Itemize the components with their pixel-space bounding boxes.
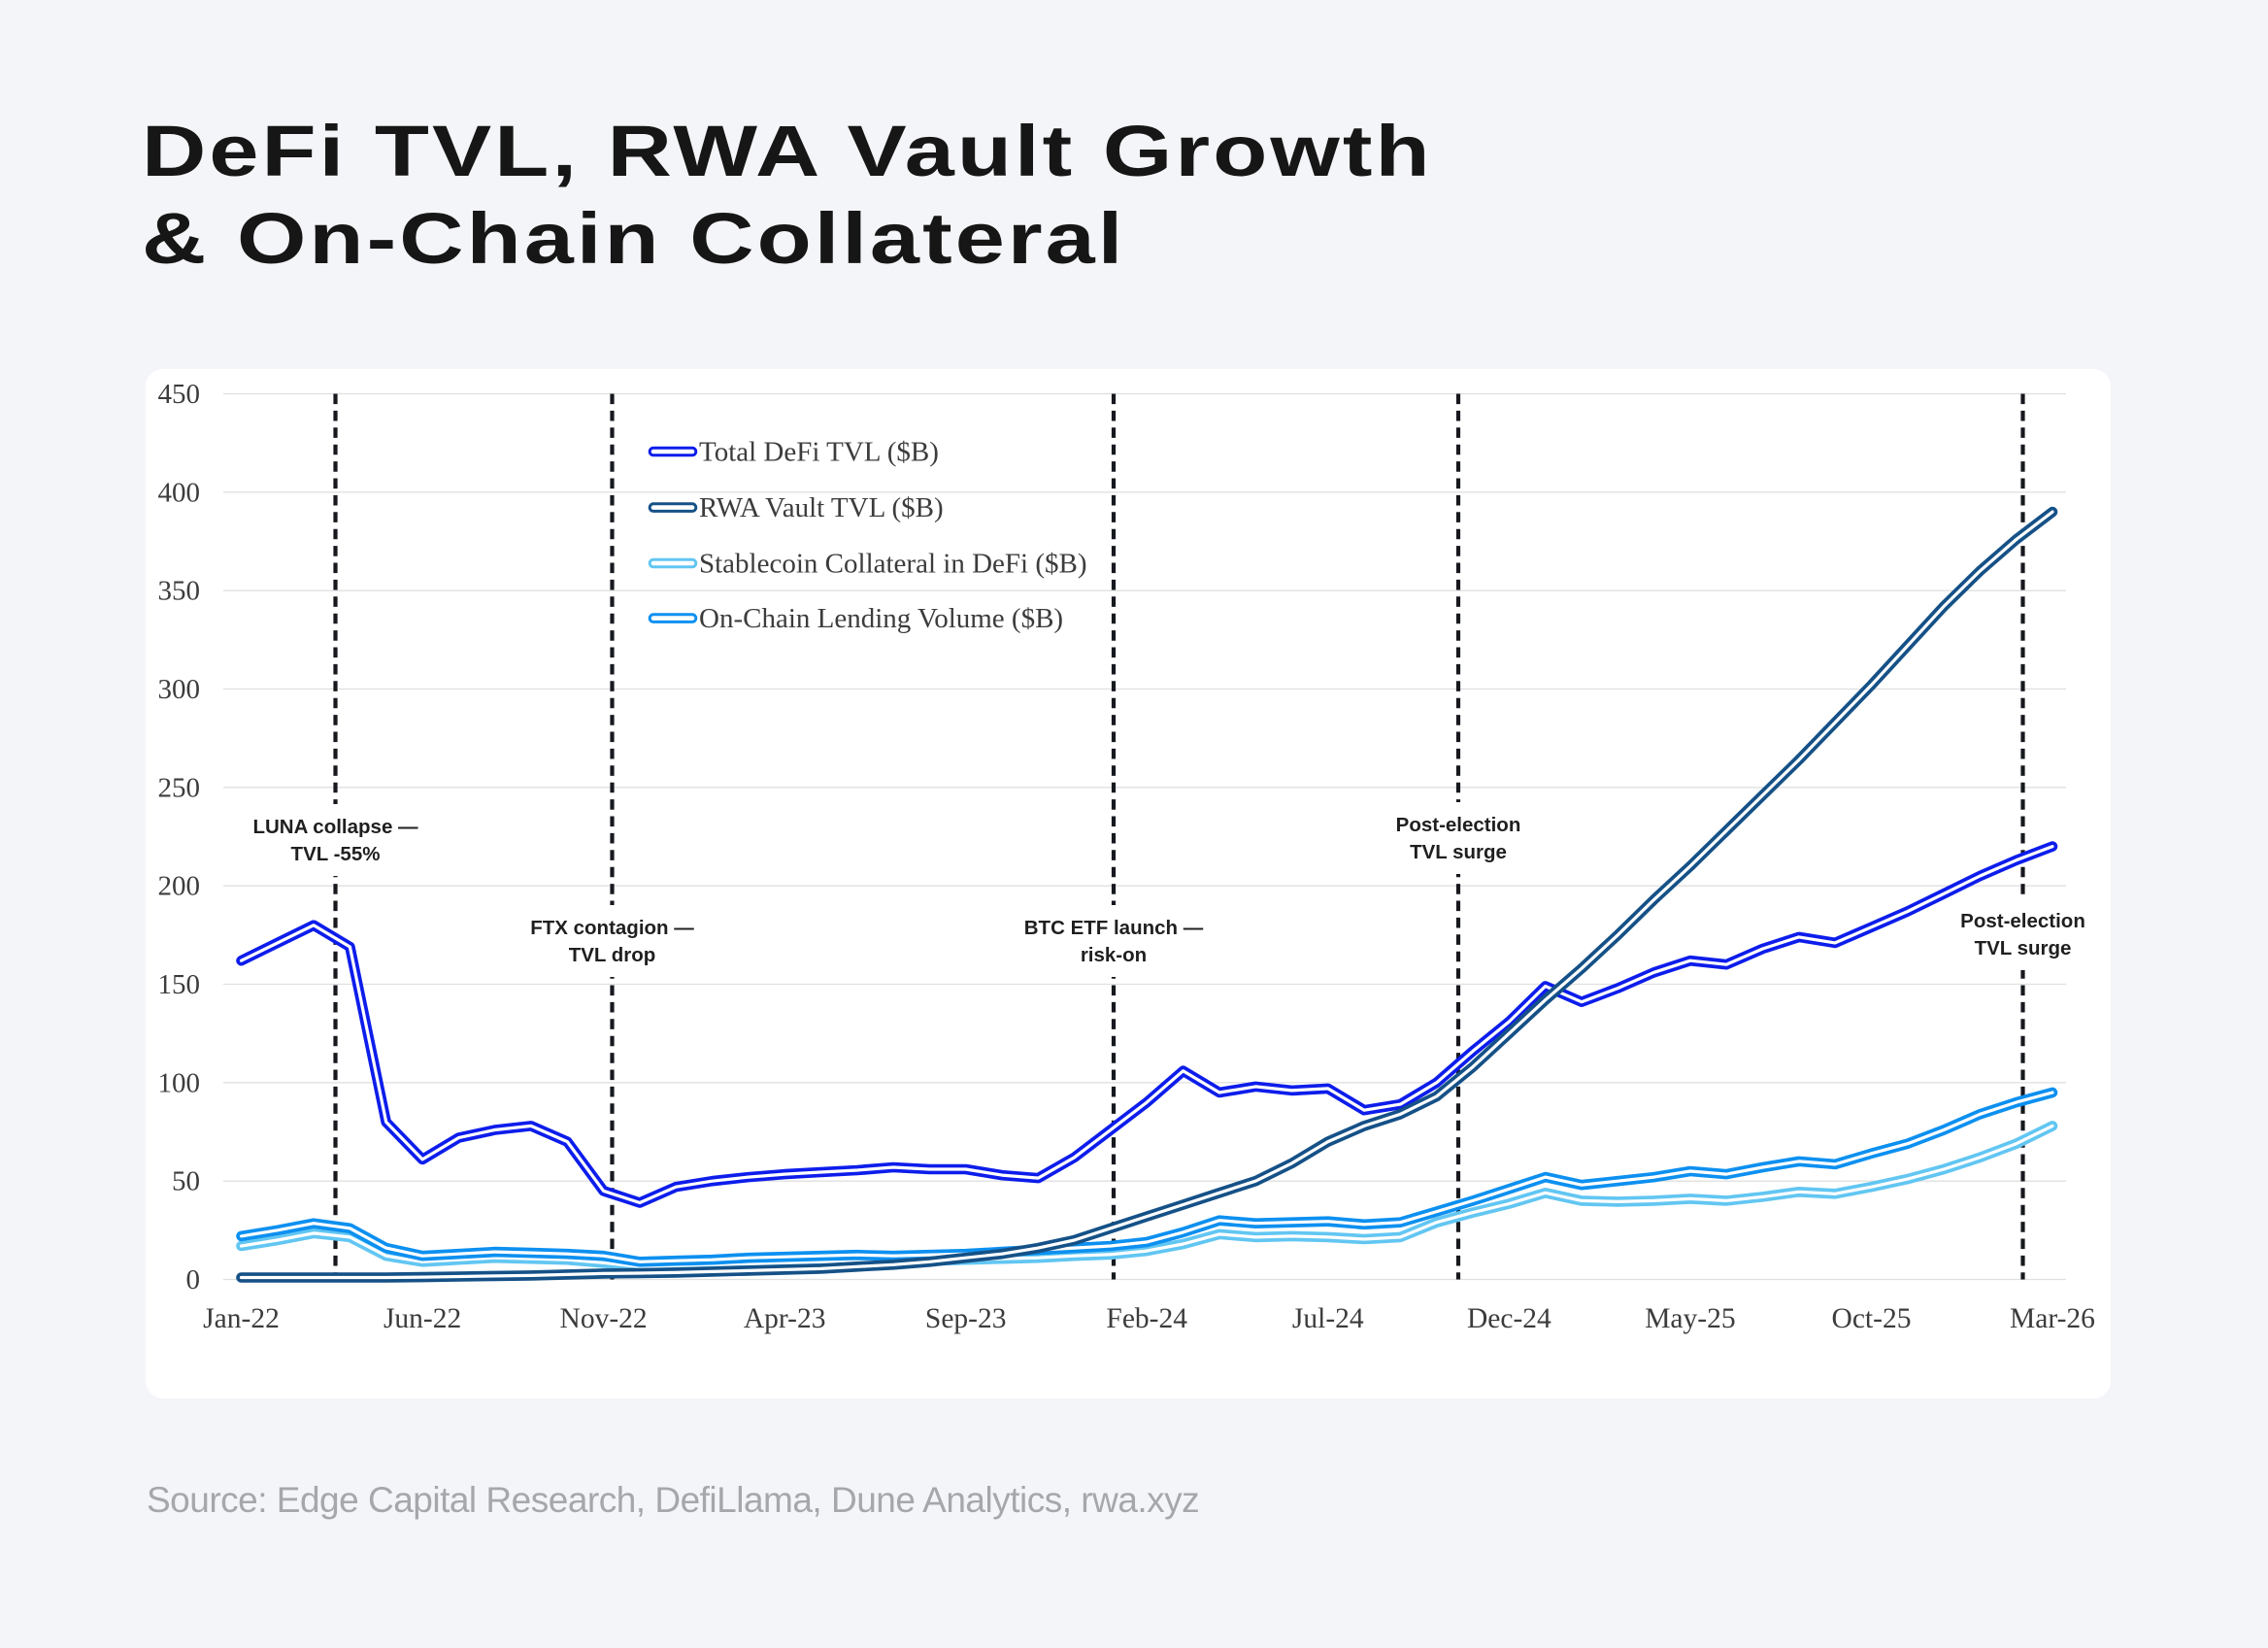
svg-text:LUNA collapse —: LUNA collapse — [252, 816, 418, 838]
svg-text:Oct-25: Oct-25 [1832, 1303, 1912, 1334]
svg-text:TVL -55%: TVL -55% [291, 843, 381, 865]
svg-text:400: 400 [158, 477, 201, 508]
svg-text:Dec-24: Dec-24 [1467, 1303, 1551, 1334]
svg-text:TVL surge: TVL surge [1975, 937, 2072, 959]
svg-text:risk-on: risk-on [1081, 944, 1147, 966]
svg-text:Mar-26: Mar-26 [2010, 1303, 2095, 1334]
svg-text:Jun-22: Jun-22 [384, 1303, 461, 1334]
svg-text:0: 0 [186, 1264, 201, 1295]
svg-text:TVL surge: TVL surge [1410, 841, 1507, 863]
svg-text:Post-election: Post-election [1396, 814, 1521, 836]
svg-text:50: 50 [172, 1166, 200, 1197]
svg-text:FTX contagion —: FTX contagion — [530, 917, 694, 939]
svg-text:100: 100 [158, 1067, 201, 1098]
svg-text:On-Chain Lending Volume ($B): On-Chain Lending Volume ($B) [699, 603, 1063, 634]
svg-text:150: 150 [158, 969, 201, 1000]
svg-text:BTC ETF launch —: BTC ETF launch — [1024, 917, 1204, 939]
svg-text:Jul-24: Jul-24 [1292, 1303, 1364, 1334]
svg-text:Jan-22: Jan-22 [203, 1303, 280, 1334]
svg-text:Post-election: Post-election [1960, 910, 2085, 932]
svg-text:Apr-23: Apr-23 [744, 1303, 826, 1334]
svg-text:350: 350 [158, 576, 201, 607]
svg-text:Total DeFi TVL ($B): Total DeFi TVL ($B) [699, 437, 939, 468]
svg-text:RWA Vault TVL ($B): RWA Vault TVL ($B) [699, 492, 944, 523]
svg-text:May-25: May-25 [1645, 1303, 1735, 1334]
svg-text:Stablecoin Collateral in DeFi: Stablecoin Collateral in DeFi ($B) [699, 549, 1086, 580]
svg-text:450: 450 [158, 379, 201, 410]
svg-text:Nov-22: Nov-22 [560, 1303, 648, 1334]
svg-text:Sep-23: Sep-23 [925, 1303, 1007, 1334]
svg-text:200: 200 [158, 871, 201, 902]
svg-text:TVL drop: TVL drop [569, 944, 656, 966]
svg-text:250: 250 [158, 772, 201, 803]
svg-text:300: 300 [158, 674, 201, 705]
svg-text:Feb-24: Feb-24 [1106, 1303, 1187, 1334]
